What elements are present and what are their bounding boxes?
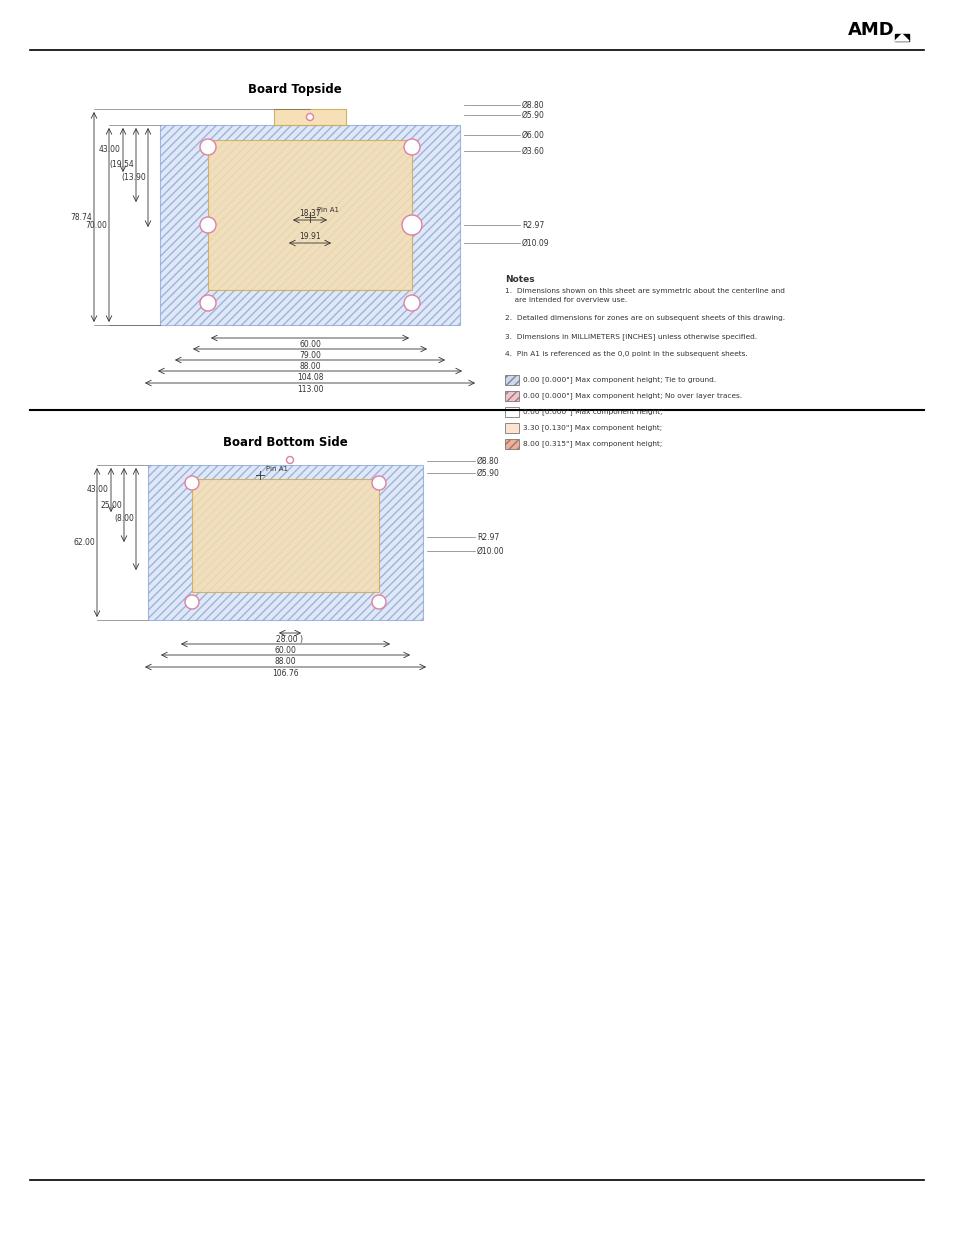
Text: 0.00 [0.000"] Max component height;: 0.00 [0.000"] Max component height; xyxy=(522,409,661,415)
Text: Notes: Notes xyxy=(504,275,534,284)
Text: Pin A1: Pin A1 xyxy=(266,466,288,472)
Bar xyxy=(160,125,459,325)
Text: (13.90: (13.90 xyxy=(121,173,146,182)
Circle shape xyxy=(306,114,314,121)
Text: 18.37: 18.37 xyxy=(299,209,320,219)
Bar xyxy=(504,375,518,385)
Text: are intended for overview use.: are intended for overview use. xyxy=(504,296,626,303)
Circle shape xyxy=(403,295,419,311)
Circle shape xyxy=(372,595,386,609)
Text: 78.74: 78.74 xyxy=(71,212,91,221)
Text: 8.00 [0.315"] Max component height;: 8.00 [0.315"] Max component height; xyxy=(522,441,661,447)
Text: Ø3.60: Ø3.60 xyxy=(521,147,544,156)
Text: 0.00 [0.000"] Max component height; No over layer traces.: 0.00 [0.000"] Max component height; No o… xyxy=(522,393,741,399)
Circle shape xyxy=(401,215,421,235)
Text: 79.00: 79.00 xyxy=(298,351,320,359)
Bar xyxy=(894,35,908,41)
Bar xyxy=(504,408,518,417)
Text: Ø5.90: Ø5.90 xyxy=(476,468,499,478)
Bar xyxy=(274,109,346,125)
Text: Ø8.80: Ø8.80 xyxy=(521,100,544,110)
Circle shape xyxy=(185,595,199,609)
Circle shape xyxy=(200,217,215,233)
Text: Board Topside: Board Topside xyxy=(248,83,341,95)
Text: R2.97: R2.97 xyxy=(521,221,543,230)
Text: Pin A1: Pin A1 xyxy=(316,207,338,212)
Circle shape xyxy=(403,140,419,156)
Text: 70.00: 70.00 xyxy=(85,221,107,230)
Text: 43.00: 43.00 xyxy=(99,146,121,154)
Text: 4.  Pin A1 is referenced as the 0,0 point in the subsequent sheets.: 4. Pin A1 is referenced as the 0,0 point… xyxy=(504,351,747,357)
Text: 19.91: 19.91 xyxy=(299,232,320,241)
Text: 0.00 [0.000"] Max component height; Tie to ground.: 0.00 [0.000"] Max component height; Tie … xyxy=(522,377,716,383)
Text: 1.  Dimensions shown on this sheet are symmetric about the centerline and: 1. Dimensions shown on this sheet are sy… xyxy=(504,288,784,294)
Circle shape xyxy=(200,140,215,156)
Text: 104.08: 104.08 xyxy=(296,373,323,382)
Text: 2.  Detailed dimensions for zones are on subsequent sheets of this drawing.: 2. Detailed dimensions for zones are on … xyxy=(504,315,784,321)
Bar xyxy=(504,438,518,450)
Text: (19.54: (19.54 xyxy=(110,161,133,169)
Bar xyxy=(504,391,518,401)
Text: Ø10.09: Ø10.09 xyxy=(521,238,549,247)
Circle shape xyxy=(185,475,199,490)
Bar xyxy=(504,424,518,433)
Text: R2.97: R2.97 xyxy=(476,532,498,541)
Polygon shape xyxy=(894,35,908,41)
Text: Ø10.00: Ø10.00 xyxy=(476,547,504,556)
Text: 113.00: 113.00 xyxy=(296,385,323,394)
Text: 60.00: 60.00 xyxy=(298,340,320,350)
Circle shape xyxy=(286,457,294,463)
Text: 106.76: 106.76 xyxy=(272,669,298,678)
Text: (8.00: (8.00 xyxy=(114,515,133,524)
Text: 62.00: 62.00 xyxy=(73,538,95,547)
Circle shape xyxy=(372,475,386,490)
Text: Ø5.90: Ø5.90 xyxy=(521,110,544,120)
Text: 3.  Dimensions in MILLIMETERS [INCHES] unless otherwise specified.: 3. Dimensions in MILLIMETERS [INCHES] un… xyxy=(504,333,757,340)
Text: 43.00: 43.00 xyxy=(87,485,109,494)
Text: 3.30 [0.130"] Max component height;: 3.30 [0.130"] Max component height; xyxy=(522,425,661,431)
Text: 25.00: 25.00 xyxy=(100,500,122,510)
Text: 88.00: 88.00 xyxy=(299,362,320,370)
Text: Ø8.80: Ø8.80 xyxy=(476,457,499,466)
Text: 60.00: 60.00 xyxy=(274,646,296,655)
Bar xyxy=(208,140,412,290)
Bar xyxy=(148,466,422,620)
Text: Ø6.00: Ø6.00 xyxy=(521,131,544,140)
Circle shape xyxy=(200,295,215,311)
Text: Board Bottom Side: Board Bottom Side xyxy=(222,436,347,450)
Text: AMD: AMD xyxy=(847,21,894,40)
Text: 28.00 ): 28.00 ) xyxy=(276,635,303,643)
Bar xyxy=(192,479,378,592)
Text: 88.00: 88.00 xyxy=(274,657,296,666)
